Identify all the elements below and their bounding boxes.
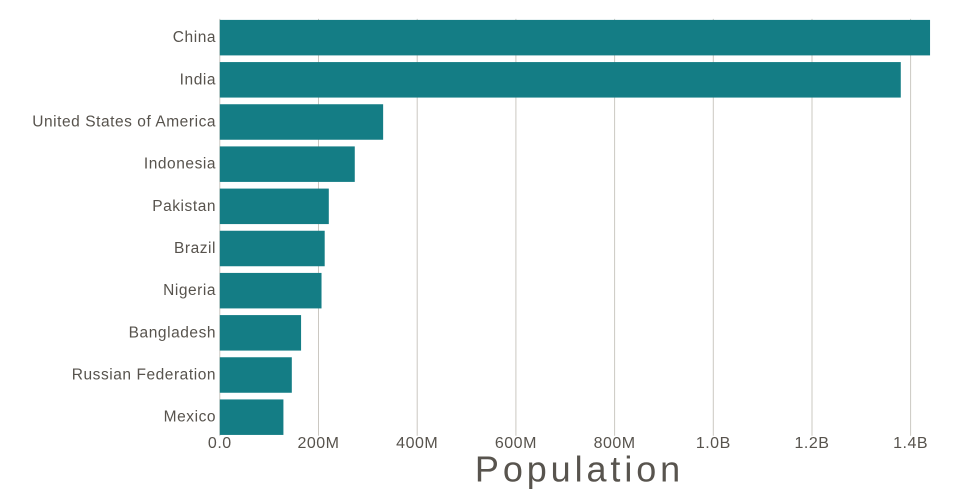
svg-text:Population: Population <box>475 449 684 490</box>
svg-text:1.0B: 1.0B <box>696 435 731 452</box>
svg-text:600M: 600M <box>495 435 537 452</box>
svg-text:Brazil: Brazil <box>174 240 216 257</box>
svg-text:China: China <box>173 29 216 46</box>
svg-text:400M: 400M <box>396 435 438 452</box>
svg-text:1.2B: 1.2B <box>795 435 830 452</box>
svg-text:Pakistan: Pakistan <box>152 198 216 215</box>
svg-text:Bangladesh: Bangladesh <box>129 324 216 341</box>
svg-text:1.4B: 1.4B <box>893 435 928 452</box>
svg-text:Indonesia: Indonesia <box>144 156 216 173</box>
svg-text:Nigeria: Nigeria <box>163 282 216 299</box>
svg-text:0.0: 0.0 <box>208 435 232 452</box>
svg-text:Mexico: Mexico <box>164 409 216 426</box>
svg-text:India: India <box>180 71 216 88</box>
svg-text:800M: 800M <box>594 435 636 452</box>
svg-text:Russian Federation: Russian Federation <box>72 367 216 384</box>
svg-text:United States of America: United States of America <box>32 114 216 131</box>
svg-text:200M: 200M <box>297 435 339 452</box>
